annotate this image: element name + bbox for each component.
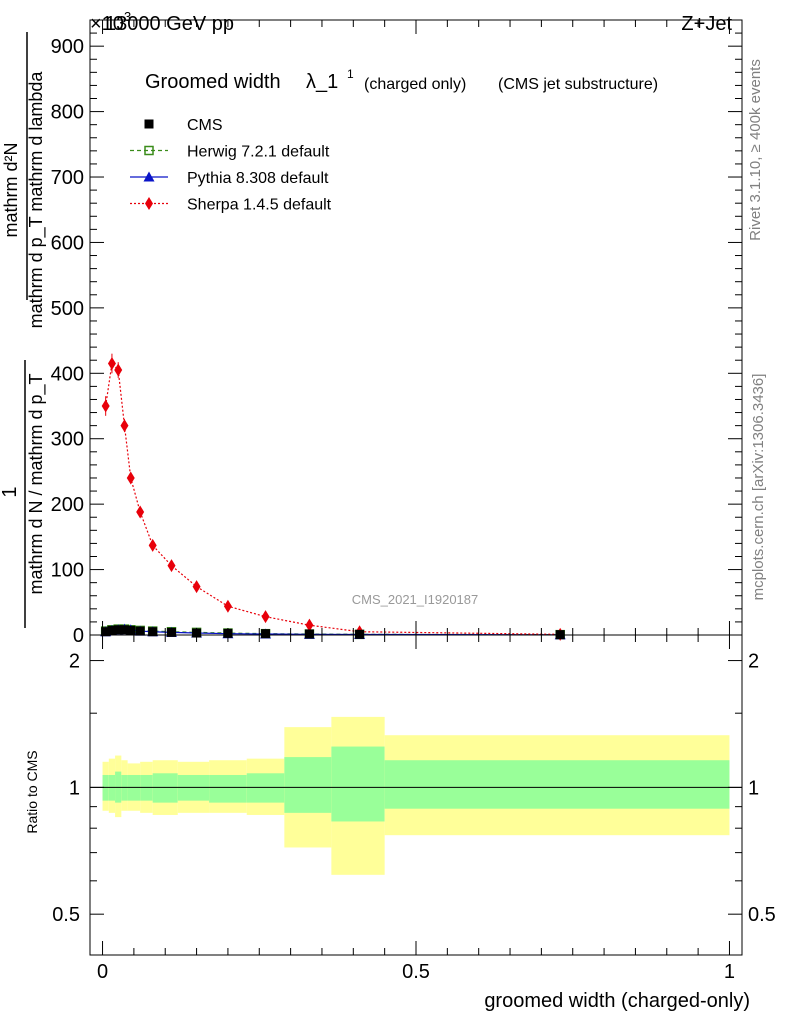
ratio-xtick-label-2: 1: [724, 961, 735, 983]
main-title-note2: (CMS jet substructure): [498, 76, 658, 93]
point-sherpa-9: [223, 599, 232, 613]
ratio-inner-band-11: [331, 746, 385, 822]
legend-label-cms: CMS: [187, 117, 223, 134]
series-line-sherpa: [105, 362, 561, 635]
ratio-inner-band-10: [284, 757, 332, 813]
ylabel-upper-right: mathrm d²N: [1, 142, 21, 237]
ylabel-numerator: 1: [0, 486, 21, 497]
watermark: CMS_2021_I1920187: [352, 592, 479, 607]
process-label: Z+Jet: [681, 13, 732, 35]
main-title-symbol: λ_1: [306, 71, 338, 93]
point-sherpa-0: [101, 399, 110, 413]
main-ylabel: 1 mathrm d N / mathrm d p_T mathrm d²N m…: [0, 32, 47, 628]
ylabel-denominator: mathrm d N / mathrm d p_T: [26, 373, 47, 594]
main-ytick-label-7: 700: [51, 167, 84, 189]
point-cms-11: [304, 629, 314, 639]
ratio-inner-band-12: [384, 760, 730, 809]
legend-label-sherpa: Sherpa 1.4.5 default: [187, 197, 332, 214]
exponent-label: ×103: [90, 9, 131, 35]
point-cms-1: [107, 625, 117, 635]
point-cms-6: [148, 627, 158, 637]
mcplots-label: mcplots.cern.ch [arXiv:1306.3436]: [750, 374, 767, 601]
ratio-inner-band-8: [209, 774, 247, 803]
legend: CMS Herwig 7.2.1 default Pythia 8.308 defa…: [130, 117, 332, 214]
point-sherpa-3: [120, 419, 129, 433]
point-cms-4: [126, 625, 136, 635]
main-title: Groomed width λ_1 1 (charged only) (CMS …: [145, 67, 658, 93]
point-cms-5: [135, 626, 145, 636]
main-ytick-label-1: 100: [51, 560, 84, 582]
legend-marker-cms: [144, 119, 154, 129]
ratio-ytick-label-r-2: 2: [748, 651, 759, 673]
point-sherpa-2: [114, 363, 123, 377]
exponent-base: ×10: [90, 13, 124, 35]
legend-marker-herwig: [144, 145, 154, 156]
ratio-ytick-label-0: 0.5: [52, 904, 80, 926]
legend-marker-sherpa: [145, 197, 153, 210]
main-ytick-label-8: 800: [51, 102, 84, 124]
main-ytick-label-5: 500: [51, 298, 84, 320]
ratio-inner-band-9: [246, 773, 285, 803]
main-ytick-label-4: 400: [51, 363, 84, 385]
x-axis-label: groomed width (charged-only): [484, 990, 750, 1012]
point-cms-12: [355, 629, 365, 639]
point-sherpa-7: [167, 559, 176, 573]
point-cms-7: [167, 627, 176, 637]
main-ytick-label-9: 900: [51, 36, 84, 58]
ratio-ytick-label-r-1: 1: [748, 777, 759, 799]
ratio-xtick-label-0: 0: [97, 961, 108, 983]
ratio-ytick-label-1: 1: [69, 777, 80, 799]
point-sherpa-11: [305, 618, 314, 632]
legend-label-herwig: Herwig 7.2.1 default: [187, 144, 330, 161]
ratio-inner-band-6: [152, 773, 178, 803]
legend-marker-pythia: [143, 171, 155, 182]
point-sherpa-1: [107, 356, 116, 370]
series-sherpa: [101, 353, 565, 641]
main-ytick-label-2: 200: [51, 494, 84, 516]
main-frame: [89, 19, 743, 636]
point-cms-3: [119, 625, 129, 635]
main-series: [100, 353, 566, 641]
point-cms-0: [101, 627, 111, 637]
main-ytick-label-3: 300: [51, 429, 84, 451]
ratio-ylabel: Ratio to CMS: [24, 750, 40, 833]
point-sherpa-4: [126, 471, 135, 485]
main-ytick-label-0: 0: [73, 625, 84, 647]
ratio-xtick-label-1: 0.5: [402, 961, 430, 983]
point-sherpa-5: [136, 505, 145, 519]
ylabel-lower-right: mathrm d p_T mathrm d lambda: [26, 71, 47, 329]
point-cms-10: [261, 629, 271, 639]
ratio-ytick-label-r-0: 0.5: [748, 904, 776, 926]
axes: 0 100 200 300 400 500 600 700 800 900 0 0.5 1 0.5 0.5 1…: [51, 19, 776, 983]
legend-label-pythia: Pythia 8.308 default: [187, 170, 329, 187]
ratio-ytick-label-2: 2: [69, 651, 80, 673]
main-title-note1: (charged only): [364, 76, 466, 93]
main-title-text: Groomed width: [145, 71, 281, 93]
exponent-power: 3: [124, 9, 131, 24]
ratio-bands: [90, 716, 742, 875]
point-sherpa-10: [261, 610, 270, 624]
point-sherpa-6: [148, 538, 157, 552]
rivet-label: Rivet 3.1.10, ≥ 400k events: [747, 59, 764, 241]
point-sherpa-8: [192, 580, 201, 594]
main-title-superscript: 1: [347, 67, 354, 81]
point-cms-2: [113, 625, 123, 635]
main-ytick-label-6: 600: [51, 232, 84, 254]
energy-label: 13000 GeV pp: [105, 13, 234, 35]
